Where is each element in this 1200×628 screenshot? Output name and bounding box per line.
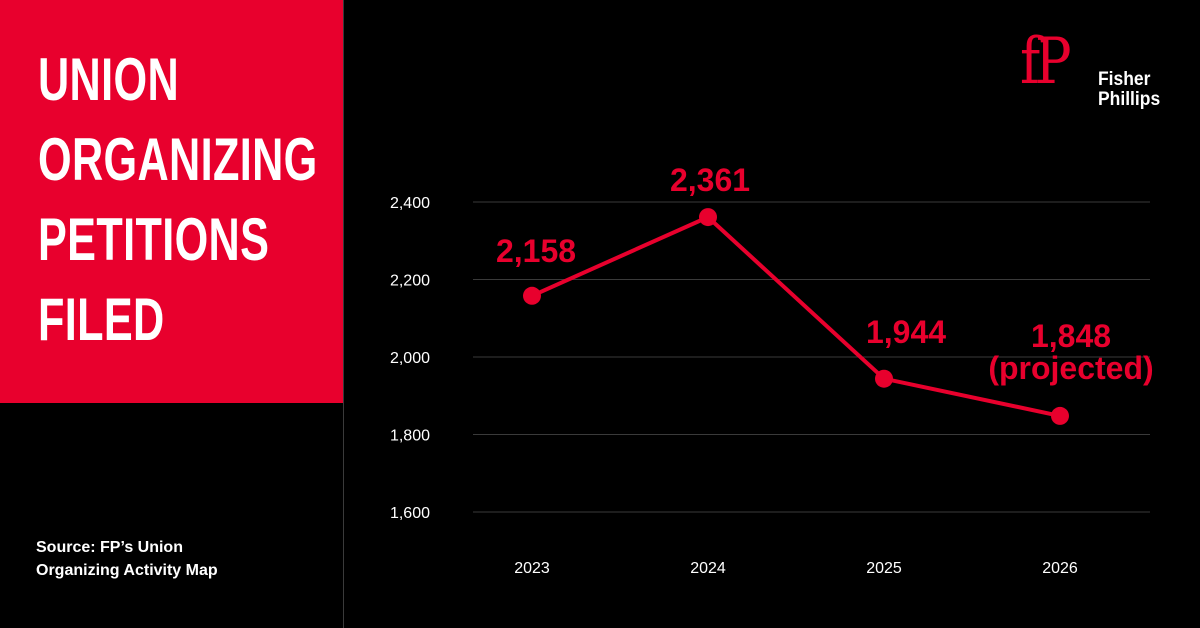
logo-mark: fP [1020, 25, 1072, 99]
panel-divider [343, 0, 344, 628]
source-line-2: Organizing Activity Map [36, 562, 218, 579]
data-point-2025 [875, 369, 893, 388]
y-tick-label-1600: 1,600 [390, 505, 430, 522]
fisher-phillips-logo: fP Fisher Phillips [1020, 25, 1180, 118]
logo-name-line-2: Phillips [1098, 89, 1161, 110]
x-tick-label-2026: 2026 [1042, 560, 1078, 577]
x-axis-ticks: 2023 2024 2025 2026 [514, 560, 1078, 577]
y-tick-label-2200: 2,200 [390, 273, 430, 290]
data-labels: 2,158 2,361 1,944 1,848(projected) [496, 162, 1154, 386]
x-tick-label-2024: 2024 [690, 560, 726, 577]
data-label-2024: 2,361 [670, 162, 750, 198]
title-line-1: UNION [38, 46, 180, 113]
y-tick-label-2400: 2,400 [390, 195, 430, 212]
data-label-2023: 2,158 [496, 233, 576, 269]
grid-layer [473, 201, 1150, 513]
title-block: UNION ORGANIZING PETITIONS FILED [0, 0, 343, 403]
data-points [523, 208, 1069, 425]
left-panel: UNION ORGANIZING PETITIONS FILED Source:… [0, 0, 343, 628]
series-line [531, 215, 1061, 418]
data-label-2026: 1,848 [1031, 318, 1111, 354]
title-line-4: FILED [38, 286, 165, 353]
logo-name: Fisher Phillips [1098, 70, 1160, 110]
data-label-2025: 1,944 [866, 314, 946, 350]
data-label-2026-line-2: (projected) [988, 350, 1153, 386]
series-line-layer [531, 215, 1061, 418]
source-line-1: Source: FP’s Union [36, 539, 183, 556]
x-tick-label-2023: 2023 [514, 560, 550, 577]
source-note: Source: FP’s Union Organizing Activity M… [36, 536, 336, 582]
y-tick-label-2000: 2,000 [390, 350, 430, 367]
title-line-3: PETITIONS [38, 206, 270, 273]
y-tick-label-1800: 1,800 [390, 428, 430, 445]
x-tick-label-2025: 2025 [866, 560, 902, 577]
y-axis-ticks: 1,600 1,800 2,000 2,200 2,400 [390, 195, 430, 522]
logo-name-line-1: Fisher [1098, 69, 1151, 90]
title-line-2: ORGANIZING [38, 126, 318, 193]
data-point-2026 [1051, 406, 1069, 425]
data-point-2023 [523, 286, 541, 305]
data-point-2024 [699, 208, 717, 227]
